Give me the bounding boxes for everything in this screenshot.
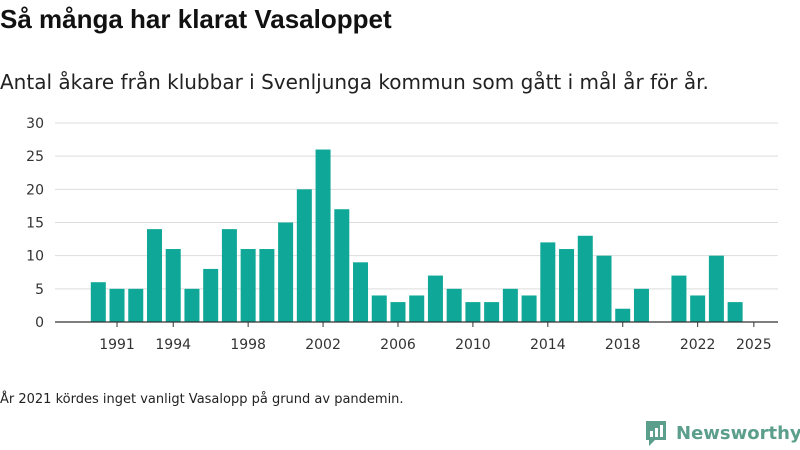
y-tick-label: 25	[26, 149, 44, 165]
bar-2012	[502, 288, 518, 322]
bar-1997	[221, 229, 237, 322]
bar-2021	[671, 275, 687, 322]
bar-2013	[521, 295, 537, 322]
y-tick-label: 0	[35, 315, 44, 331]
bar-2014	[540, 242, 556, 322]
bar-2023	[708, 255, 724, 322]
bar-2011	[484, 302, 500, 322]
y-tick-label: 5	[35, 282, 44, 298]
bar-2002	[315, 149, 331, 322]
y-tick-label: 15	[26, 216, 44, 232]
bar-1990	[90, 282, 106, 322]
bar-2024	[727, 302, 743, 322]
x-tick-label: 2025	[736, 337, 772, 353]
bar-1999	[259, 249, 275, 322]
y-tick-label: 30	[26, 116, 44, 132]
bar-1993	[146, 229, 162, 322]
bar-2004	[353, 262, 369, 322]
bar-1994	[165, 249, 181, 322]
bar-2008	[427, 275, 443, 322]
bar-2016	[577, 235, 593, 322]
bar-1992	[128, 288, 144, 322]
x-tick-label: 2006	[380, 337, 416, 353]
x-tick-label: 1991	[99, 337, 135, 353]
chart-subtitle: Antal åkare från klubbar i Svenljunga ko…	[0, 70, 709, 94]
bar-2019	[633, 288, 649, 322]
gridlines	[55, 122, 778, 290]
bar-2015	[559, 249, 575, 322]
x-tick-label: 1998	[230, 337, 266, 353]
y-tick-label: 10	[26, 249, 44, 265]
bar-2005	[371, 295, 387, 322]
chart-title: Så många har klarat Vasaloppet	[0, 4, 392, 34]
bar-2003	[334, 209, 350, 322]
bar-2000	[278, 222, 294, 322]
bar-1996	[203, 268, 219, 322]
bars	[90, 149, 743, 322]
footnote: År 2021 kördes inget vanligt Vasalopp på…	[0, 392, 404, 407]
bar-2018	[615, 308, 631, 322]
bar-2001	[296, 189, 312, 322]
x-axis-ticks: 1991 1994 1998 2002 2006 2010 2014 2018 2022 2025	[99, 322, 772, 353]
x-tick-label: 2018	[605, 337, 641, 353]
x-tick-label: 2010	[455, 337, 491, 353]
y-axis-labels: 0 5 10 15 20 25 30	[26, 116, 44, 331]
bar-2022	[690, 295, 706, 322]
newsworthy-logo-icon	[646, 421, 666, 446]
x-tick-label: 2002	[305, 337, 341, 353]
bar-1995	[184, 288, 200, 322]
brand-name: Newsworthy	[676, 422, 800, 444]
bar-2007	[409, 295, 425, 322]
bar-1991	[109, 288, 125, 322]
y-tick-label: 20	[26, 182, 44, 198]
x-tick-label: 1994	[155, 337, 191, 353]
bar-2009	[446, 288, 462, 322]
newsworthy-brand: Newsworthy	[644, 418, 800, 448]
x-tick-label: 2022	[680, 337, 716, 353]
bar-1998	[240, 249, 256, 322]
bar-2017	[596, 255, 612, 322]
x-tick-label: 2014	[530, 337, 566, 353]
bar-2010	[465, 302, 481, 322]
bar-2006	[390, 302, 406, 322]
